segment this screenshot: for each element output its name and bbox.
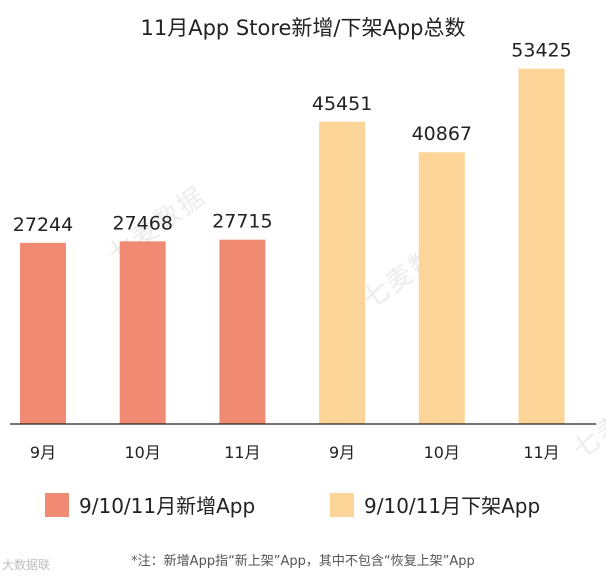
legend-swatch-1 [45, 493, 69, 517]
chart-title: 11月App Store新增/下架App总数 [140, 16, 466, 40]
bar-5 [418, 152, 465, 425]
data-label-4: 45451 [312, 93, 372, 115]
footnote: *注：新增App指“新上架”App，其中不包含“恢复上架”App [131, 554, 475, 569]
data-label-5: 40867 [412, 123, 472, 145]
bar-6 [518, 68, 565, 424]
data-label-2: 27468 [112, 212, 172, 234]
x-tick-label-4: 9月 [329, 443, 355, 462]
x-tick-label-1: 9月 [30, 443, 56, 462]
legend-swatch-2 [330, 493, 354, 517]
source-logo: 大数据联 [2, 558, 51, 572]
bar-1 [20, 242, 66, 424]
x-tick-label-3: 11月 [224, 443, 260, 462]
legend-label-2: 9/10/11月下架App [364, 494, 540, 518]
bar-3 [219, 239, 266, 424]
data-label-3: 27715 [212, 211, 272, 233]
data-label-1: 27244 [13, 214, 73, 236]
x-tick-label-5: 10月 [424, 443, 460, 462]
bar-4 [319, 121, 366, 424]
bar-2 [119, 241, 166, 424]
x-tick-label-2: 10月 [125, 443, 161, 462]
data-label-6: 53425 [511, 40, 571, 62]
legend-label-1: 9/10/11月新增App [79, 494, 255, 518]
x-tick-label-6: 11月 [523, 443, 559, 462]
